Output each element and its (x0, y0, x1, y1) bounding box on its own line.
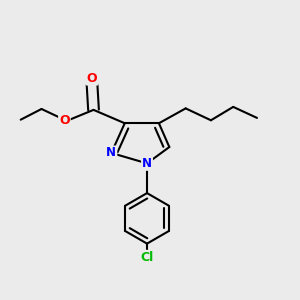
Text: O: O (87, 72, 98, 85)
Text: O: O (59, 114, 70, 127)
Text: N: N (106, 146, 116, 160)
Text: N: N (142, 157, 152, 170)
Text: Cl: Cl (140, 251, 154, 264)
